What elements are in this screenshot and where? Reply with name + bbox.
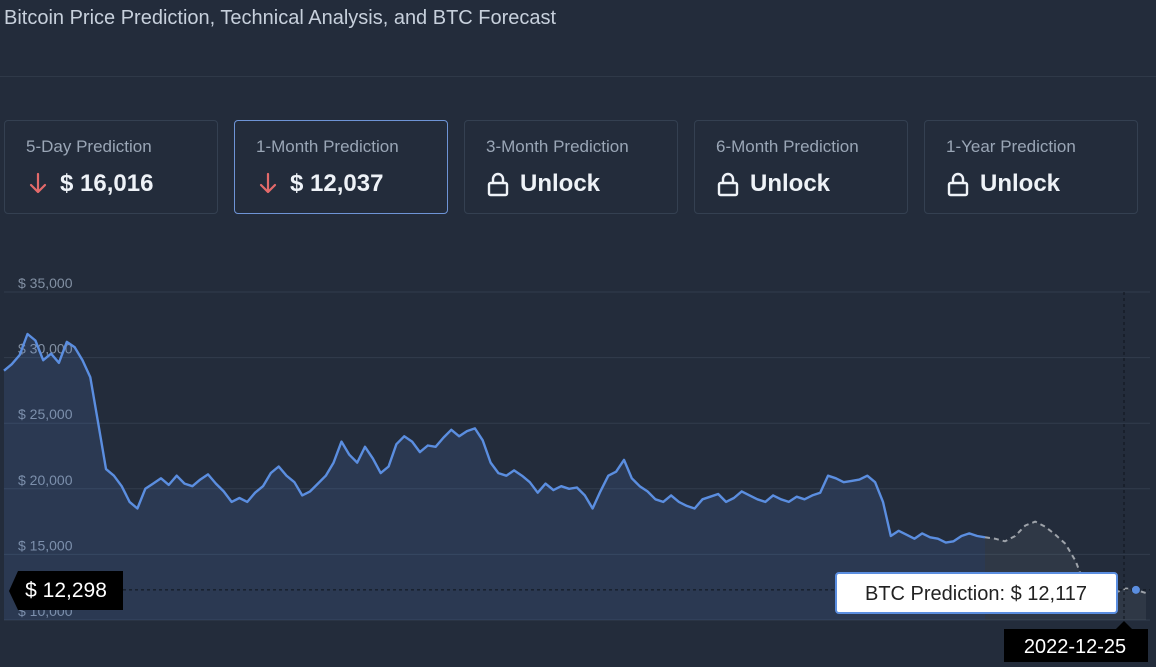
arrow-down-icon <box>29 172 47 194</box>
y-tick-label: $ 35,000 <box>18 275 73 291</box>
card-value: $ 12,037 <box>290 170 384 197</box>
price-series-line <box>3 332 986 544</box>
crosshair-date-marker: 2022-12-25 <box>1004 621 1148 662</box>
prediction-tooltip: BTC Prediction: $ 12,117 <box>835 572 1118 614</box>
card-value: Unlock <box>750 170 831 197</box>
card-label: 1-Month Prediction <box>256 137 399 156</box>
card-label: 5-Day Prediction <box>26 137 152 156</box>
lock-icon <box>487 172 509 197</box>
prediction-cards: 5-Day Prediction $ 16,016 1-Month Predic… <box>4 120 1140 216</box>
forecast-series-line <box>984 520 1147 608</box>
card-5-day-prediction[interactable]: 5-Day Prediction $ 16,016 <box>4 120 218 214</box>
card-value: $ 16,016 <box>60 170 154 197</box>
card-label: 3-Month Prediction <box>486 137 629 156</box>
hover-point <box>1131 585 1140 594</box>
lock-icon <box>717 172 739 197</box>
y-tick-label: $ 15,000 <box>18 537 73 553</box>
y-tick-label: $ 25,000 <box>18 406 73 422</box>
arrow-down-icon <box>259 172 277 194</box>
crosshair-date-label: 2022-12-25 <box>1024 636 1126 658</box>
current-price-label: $ 12,298 <box>25 579 107 602</box>
y-axis-tick-labels: $ 10,000$ 15,000$ 20,000$ 25,000$ 30,000… <box>18 275 73 619</box>
card-1-year-prediction[interactable]: 1-Year Prediction Unlock <box>924 120 1138 214</box>
card-value: Unlock <box>520 170 601 197</box>
card-3-month-prediction[interactable]: 3-Month Prediction Unlock <box>464 120 678 214</box>
price-area <box>4 334 985 620</box>
card-label: 1-Year Prediction <box>946 137 1076 156</box>
current-price-marker: $ 12,298 <box>9 571 123 610</box>
card-value: Unlock <box>980 170 1061 197</box>
y-tick-label: $ 20,000 <box>18 472 73 488</box>
y-tick-label: $ 30,000 <box>18 341 73 357</box>
card-label: 6-Month Prediction <box>716 137 859 156</box>
lock-icon <box>947 172 969 197</box>
card-1-month-prediction[interactable]: 1-Month Prediction $ 12,037 <box>234 120 448 214</box>
card-6-month-prediction[interactable]: 6-Month Prediction Unlock <box>694 120 908 214</box>
page-title: Bitcoin Price Prediction, Technical Anal… <box>4 7 557 29</box>
price-chart[interactable]: $ 10,000 $ 15,000 $ 20,000 $ 25,000 $ 30,000… <box>0 255 1156 662</box>
tooltip-label: BTC Prediction: $ 12,117 <box>865 583 1087 605</box>
price-chart-svg[interactable]: $ 10,000$ 15,000$ 20,000$ 25,000$ 30,000… <box>0 255 1156 662</box>
title-divider <box>0 76 1156 77</box>
